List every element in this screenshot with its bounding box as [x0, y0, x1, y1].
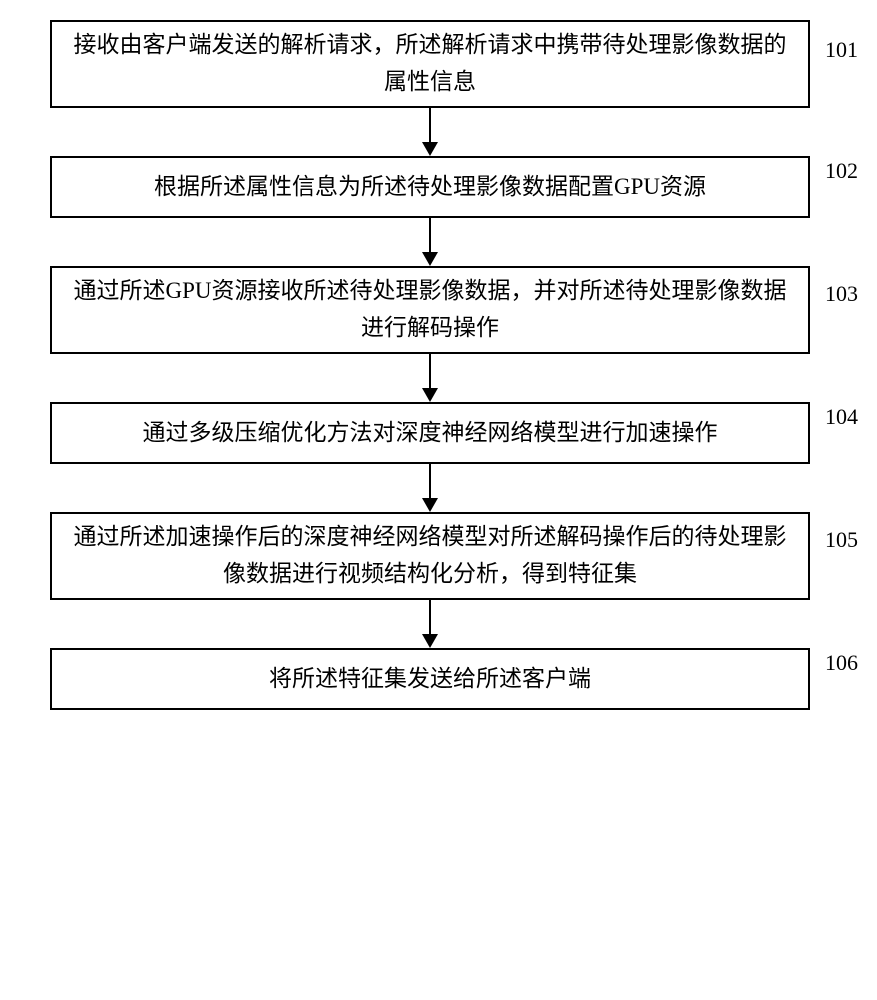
arrow-line: [429, 354, 431, 388]
flowchart-step-4: 通过多级压缩优化方法对深度神经网络模型进行加速操作 104: [50, 402, 810, 464]
step-label: 104: [825, 399, 858, 434]
flowchart-step-2: 根据所述属性信息为所述待处理影像数据配置GPU资源 102: [50, 156, 810, 218]
step-text: 根据所述属性信息为所述待处理影像数据配置GPU资源: [154, 169, 706, 206]
flowchart-step-5: 通过所述加速操作后的深度神经网络模型对所述解码操作后的待处理影像数据进行视频结构…: [50, 512, 810, 600]
arrow: [50, 464, 810, 512]
step-text: 通过多级压缩优化方法对深度神经网络模型进行加速操作: [143, 415, 718, 452]
step-text: 接收由客户端发送的解析请求，所述解析请求中携带待处理影像数据的属性信息: [72, 27, 788, 101]
step-text: 通过所述加速操作后的深度神经网络模型对所述解码操作后的待处理影像数据进行视频结构…: [72, 519, 788, 593]
step-label: 106: [825, 645, 858, 680]
arrow-head: [422, 252, 438, 266]
flowchart-step-3: 通过所述GPU资源接收所述待处理影像数据，并对所述待处理影像数据进行解码操作 1…: [50, 266, 810, 354]
step-label: 103: [825, 276, 858, 311]
arrow: [50, 218, 810, 266]
arrow-line: [429, 218, 431, 252]
step-label: 101: [825, 32, 858, 67]
arrow-head: [422, 634, 438, 648]
step-label: 102: [825, 153, 858, 188]
arrow-head: [422, 142, 438, 156]
arrow-head: [422, 388, 438, 402]
step-label: 105: [825, 522, 858, 557]
arrow: [50, 600, 810, 648]
arrow-line: [429, 108, 431, 142]
arrow: [50, 354, 810, 402]
step-text: 将所述特征集发送给所述客户端: [269, 661, 591, 698]
flowchart-container: 接收由客户端发送的解析请求，所述解析请求中携带待处理影像数据的属性信息 101 …: [50, 20, 810, 710]
arrow-line: [429, 464, 431, 498]
flowchart-step-1: 接收由客户端发送的解析请求，所述解析请求中携带待处理影像数据的属性信息 101: [50, 20, 810, 108]
step-text: 通过所述GPU资源接收所述待处理影像数据，并对所述待处理影像数据进行解码操作: [72, 273, 788, 347]
arrow-line: [429, 600, 431, 634]
flowchart-step-6: 将所述特征集发送给所述客户端 106: [50, 648, 810, 710]
arrow: [50, 108, 810, 156]
arrow-head: [422, 498, 438, 512]
